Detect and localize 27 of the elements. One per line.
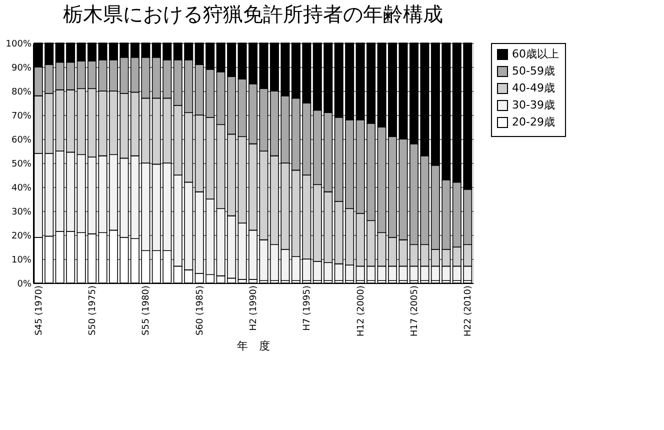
x-axis-title: 年 度 (237, 340, 270, 353)
y-tick-label: 60% (11, 136, 32, 146)
x-tick-label: S60 (1985) (195, 286, 206, 336)
y-tick-label: 90% (11, 64, 32, 74)
legend-label: 30-39歳 (512, 98, 555, 112)
chart-title: 栃木県における狩猟免許所持者の年齢構成 (63, 2, 443, 26)
y-tick-label: 70% (11, 112, 32, 122)
y-tick-label: 0% (17, 280, 32, 290)
y-tick-label: 80% (11, 88, 32, 98)
x-tick-label: S55 (1980) (142, 286, 152, 336)
x-tick-label: H22 (2010) (464, 286, 474, 337)
legend-label: 20-29歳 (512, 116, 555, 128)
x-tick-label: S50 (1975) (88, 286, 98, 336)
y-tick-label: 50% (11, 160, 32, 170)
legend-label: 60歳以上 (512, 48, 559, 60)
x-tick-label: H12 (2000) (356, 286, 366, 337)
x-tick-label: H7 (1995) (302, 286, 313, 331)
legend-label: 50-59歳 (512, 64, 555, 78)
x-tick-label: S45 (1970) (34, 286, 44, 336)
x-tick-label: H17 (2005) (410, 286, 420, 337)
x-tick-label: H2 (1990) (249, 286, 259, 331)
y-tick-label: 10% (11, 256, 32, 266)
legend-label: 40-49歳 (512, 82, 555, 94)
y-tick-label: 100% (6, 40, 32, 50)
y-tick-label: 20% (11, 232, 32, 242)
y-tick-label: 30% (11, 208, 32, 218)
y-tick-label: 40% (11, 184, 32, 194)
